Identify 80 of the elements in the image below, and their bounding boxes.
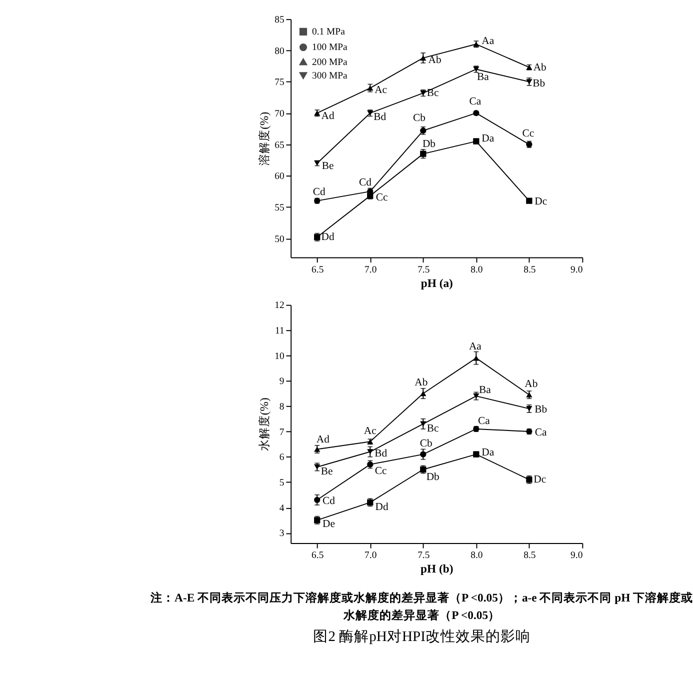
- annotation: Ba: [478, 384, 492, 396]
- annotation: Ca: [469, 95, 482, 108]
- x-tick-label: 9.0: [570, 550, 583, 562]
- annotation: Ad: [321, 110, 335, 122]
- x-tick-label: 8.5: [524, 264, 536, 276]
- x-tick-label: 7.0: [364, 550, 377, 562]
- y-axis-title: 溶解度(%): [256, 112, 271, 166]
- y-tick-label: 70: [274, 108, 284, 120]
- annotation: Bc: [426, 422, 440, 435]
- y-tick-label: 65: [274, 140, 284, 151]
- x-tick-label: 9.0: [570, 264, 583, 276]
- annotation: Cd: [359, 176, 372, 189]
- y-tick-label: 55: [274, 202, 284, 214]
- annotation: Be: [320, 466, 334, 478]
- annotation: Da: [482, 132, 494, 144]
- y-tick-label: 5: [279, 478, 284, 489]
- annotation: Ba: [477, 70, 490, 83]
- annotation: Dd: [321, 231, 335, 244]
- legend-label: 100 MPa: [312, 42, 348, 54]
- x-tick-label: 7.5: [418, 550, 430, 562]
- y-tick-label: 12: [274, 300, 284, 312]
- y-tick-label: 6: [279, 452, 284, 464]
- y-tick-label: 50: [274, 234, 284, 245]
- y-tick-label: 4: [279, 502, 284, 514]
- y-axis-title: 水解度(%): [256, 398, 271, 452]
- legend-label: 200 MPa: [312, 56, 348, 68]
- annotation: Ab: [524, 378, 538, 390]
- annotation: Cb: [413, 112, 426, 124]
- x-tick-label: 8.0: [470, 550, 483, 562]
- annotation: Be: [322, 160, 334, 172]
- y-tick-label: 3: [279, 528, 284, 540]
- text: 图2 酶解pH对HPI改性效果的影响: [313, 628, 530, 646]
- y-tick-label: 60: [274, 171, 284, 182]
- x-tick-label: 7.0: [364, 264, 377, 276]
- annotation: Cc: [374, 465, 388, 478]
- legend-label: 300 MPa: [312, 70, 348, 82]
- x-tick-label: 6.5: [312, 264, 324, 276]
- annotation: Cb: [420, 438, 432, 450]
- annotation: Bd: [374, 110, 387, 123]
- annotation: Ab: [428, 54, 442, 66]
- annotation: Bd: [374, 448, 388, 460]
- annotation: Bc: [426, 86, 440, 99]
- x-axis-title: pH (b): [420, 562, 454, 576]
- annotation: Cc: [376, 192, 388, 204]
- y-tick-label: 75: [274, 77, 284, 88]
- x-axis-title: pH (a): [420, 276, 454, 290]
- annotation: Dc: [534, 474, 546, 486]
- annotation: Dc: [534, 196, 548, 208]
- legend-label: 0.1 MPa: [312, 26, 346, 38]
- x-tick-label: 8.0: [470, 264, 483, 276]
- annotation: Db: [422, 138, 436, 150]
- y-tick-label: 10: [274, 350, 284, 362]
- y-tick-label: 80: [274, 46, 284, 57]
- y-tick-label: 85: [274, 14, 284, 26]
- annotation: Db: [426, 471, 440, 484]
- annotation: Ab: [533, 61, 546, 74]
- x-tick-label: 6.5: [312, 550, 324, 562]
- annotation: Dd: [375, 501, 389, 514]
- annotation: Bb: [532, 78, 546, 90]
- annotation: Ca: [478, 415, 490, 428]
- annotation: Cd: [322, 494, 336, 507]
- annotation: Da: [482, 446, 494, 458]
- y-tick-label: 7: [279, 426, 284, 438]
- annotation: Cc: [522, 128, 534, 140]
- x-tick-label: 8.5: [524, 550, 536, 562]
- text: 注：A-E 不同表示不同压力下溶解度或水解度的差异显著（P <0.05）；a-e 不同表示不同 pH 下溶解度或水解度的差异显著（P <0.05）: [150, 590, 693, 622]
- annotation: Ca: [534, 426, 548, 438]
- annotation: Ab: [414, 376, 428, 389]
- y-tick-label: 9: [279, 376, 284, 388]
- x-tick-label: 7.5: [418, 264, 430, 276]
- annotation: Ac: [364, 424, 377, 437]
- annotation: Bb: [534, 404, 548, 416]
- annotation: Ac: [374, 84, 388, 96]
- annotation: Ad: [316, 433, 330, 446]
- annotation: Cd: [312, 186, 326, 198]
- annotation: De: [322, 518, 336, 530]
- annotation: Aa: [482, 35, 494, 48]
- y-tick-label: 11: [274, 326, 284, 337]
- y-tick-label: 8: [279, 402, 284, 413]
- annotation: Aa: [468, 340, 482, 352]
